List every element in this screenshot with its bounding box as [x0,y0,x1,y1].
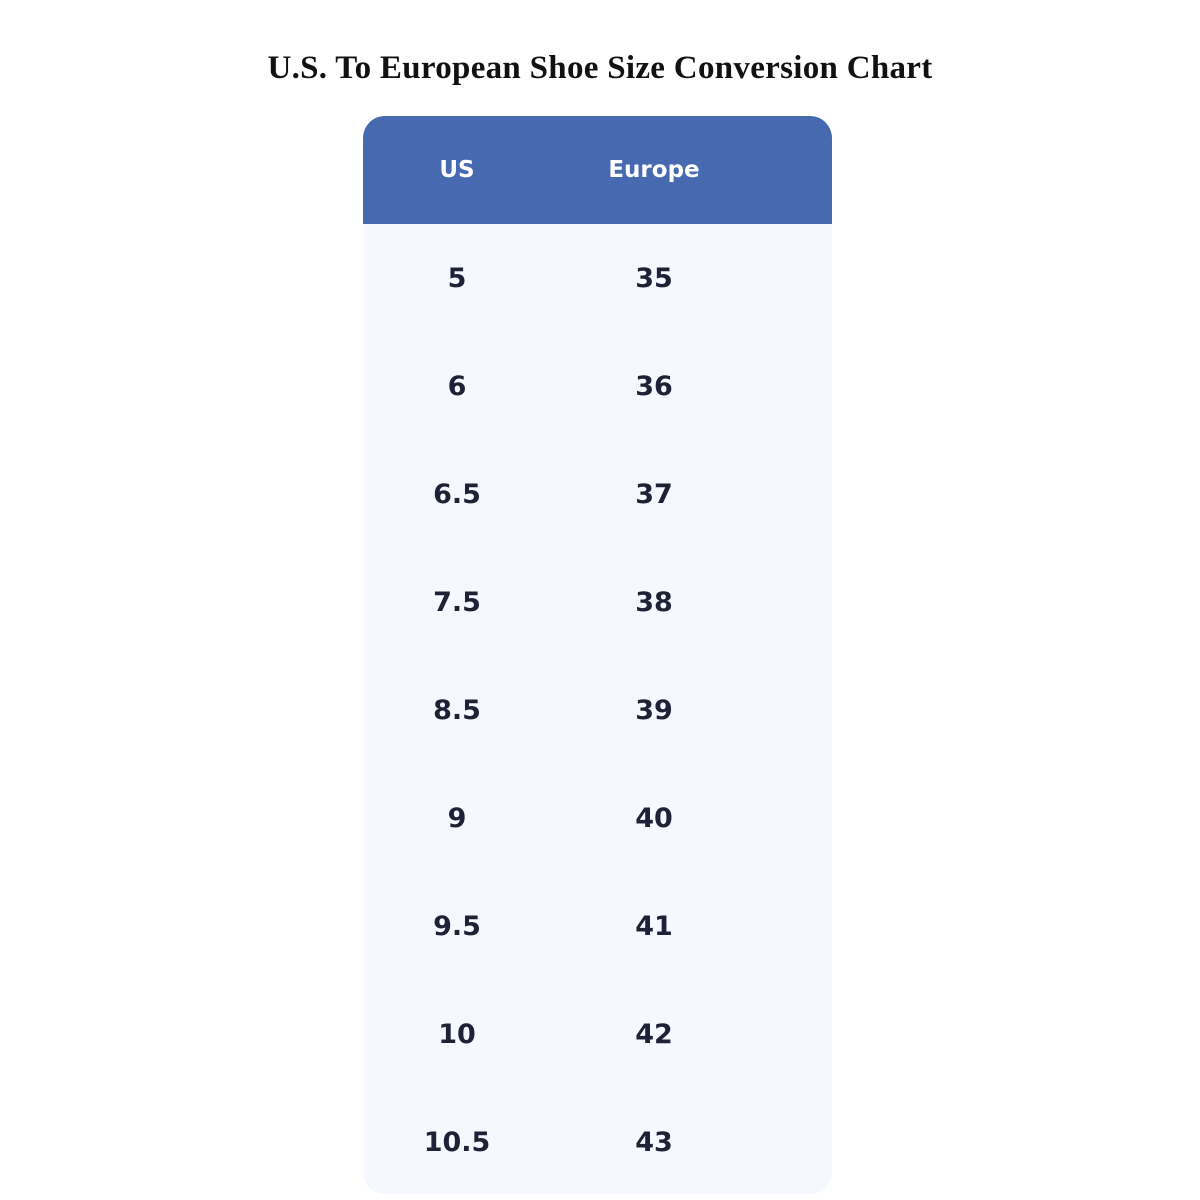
table-row: 6.5 37 [363,440,832,548]
table-row: 9.5 41 [363,872,832,980]
europe-size-cell: 40 [635,802,673,834]
europe-size-cell: 37 [635,478,673,510]
table-header: US Europe [363,116,832,224]
table-row: 6 36 [363,332,832,440]
us-size-cell: 7.5 [433,586,481,618]
conversion-table: US Europe 5 35 6 36 6.5 37 7.5 38 8.5 39 9 40 9.5 41 1… [363,116,832,1194]
europe-size-cell: 35 [635,262,673,294]
table-row: 10 42 [363,980,832,1088]
table-row: 9 40 [363,764,832,872]
header-europe: Europe [608,157,700,183]
table-body: 5 35 6 36 6.5 37 7.5 38 8.5 39 9 40 9.5 41 10 42 10.5 43 [363,224,832,1194]
us-size-cell: 9 [447,802,467,834]
europe-size-cell: 38 [635,586,673,618]
europe-size-cell: 41 [635,910,673,942]
us-size-cell: 5 [447,262,467,294]
page-title: U.S. To European Shoe Size Conversion Ch… [267,50,933,86]
us-size-cell: 10 [438,1018,476,1050]
us-size-cell: 6 [447,370,467,402]
europe-size-cell: 43 [635,1126,673,1158]
europe-size-cell: 42 [635,1018,673,1050]
us-size-cell: 9.5 [433,910,481,942]
table-row: 7.5 38 [363,548,832,656]
us-size-cell: 6.5 [433,478,481,510]
table-row: 5 35 [363,224,832,332]
us-size-cell: 10.5 [423,1126,491,1158]
header-us: US [439,157,475,183]
table-row: 8.5 39 [363,656,832,764]
europe-size-cell: 36 [635,370,673,402]
table-row: 10.5 43 [363,1088,832,1194]
us-size-cell: 8.5 [433,694,481,726]
europe-size-cell: 39 [635,694,673,726]
